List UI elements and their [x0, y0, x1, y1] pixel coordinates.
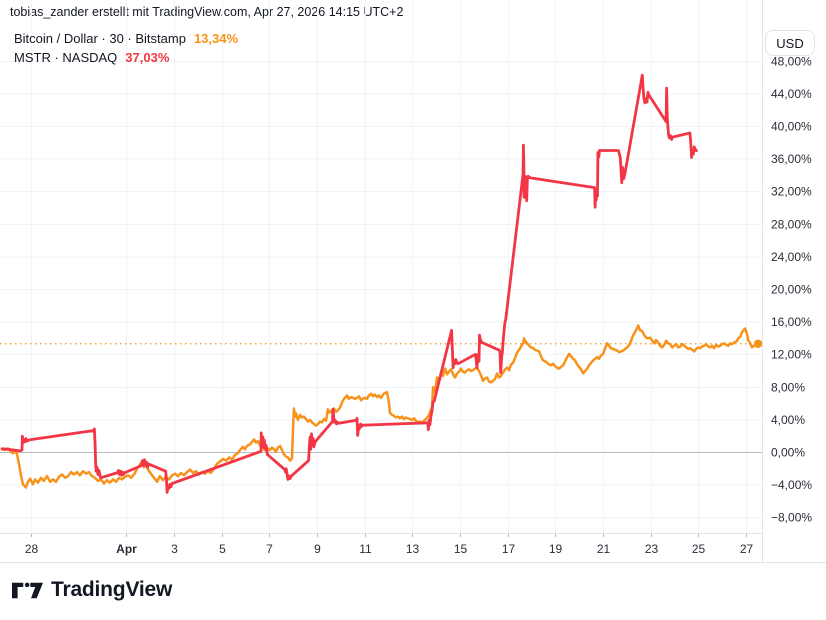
- x-axis-label: 17: [502, 542, 516, 556]
- x-axis-label: Apr: [116, 542, 137, 556]
- y-axis-label: −4,00%: [771, 478, 812, 492]
- x-axis-label: 25: [692, 542, 706, 556]
- x-axis-label: 11: [359, 542, 372, 556]
- mstr-series-line: [0, 73, 698, 494]
- x-axis-label: 7: [266, 542, 273, 556]
- x-axis-label: 27: [740, 542, 754, 556]
- legend-label-bitcoin: Bitcoin / Dollar · 30 · Bitstamp: [14, 31, 186, 46]
- y-axis-label: 32,00%: [771, 185, 812, 199]
- bitcoin-series-line: [0, 324, 760, 489]
- x-axis-label: 21: [597, 542, 611, 556]
- attribution-text: tobias_zander erstellt mit TradingView.c…: [10, 5, 404, 19]
- legend-label-mstr: MSTR · NASDAQ: [14, 50, 118, 65]
- x-axis-label: 13: [406, 542, 420, 556]
- y-axis-label: 16,00%: [771, 315, 812, 329]
- currency-toggle-button[interactable]: USD: [765, 30, 815, 56]
- tradingview-logo-icon: [12, 582, 43, 598]
- y-axis-label: 28,00%: [771, 217, 812, 231]
- y-axis-label: 48,00%: [771, 54, 812, 68]
- x-axis-label: 19: [549, 542, 563, 556]
- tradingview-logo-text: TradingView: [51, 578, 173, 601]
- y-axis-label: 44,00%: [771, 87, 812, 101]
- legend-change-mstr: 37,03%: [125, 50, 170, 65]
- legend-row-mstr[interactable]: MSTR · NASDAQ 37,03%: [14, 50, 238, 69]
- x-axis-label: 5: [219, 542, 226, 556]
- y-axis-label: 36,00%: [771, 152, 812, 166]
- y-axis-label: 0,00%: [771, 446, 805, 460]
- last-price-marker: [753, 339, 763, 348]
- y-axis-label: 20,00%: [771, 283, 812, 297]
- x-axis-label: 3: [171, 542, 178, 556]
- x-axis-label: 28: [25, 542, 39, 556]
- y-axis-label: −8,00%: [771, 511, 812, 525]
- price-chart-plot[interactable]: 48,00% 44,00% 40,00% 36,00% 32,00% 28,00% 24,0…: [0, 0, 826, 566]
- y-axis-label: 24,00%: [771, 250, 812, 264]
- x-axis-label: 15: [454, 542, 468, 556]
- y-axis-label: 40,00%: [771, 120, 812, 134]
- x-axis-label: 9: [314, 542, 321, 556]
- tradingview-logo[interactable]: TradingView: [12, 578, 172, 602]
- x-axis-label: 23: [645, 542, 659, 556]
- y-axis-label: 4,00%: [771, 413, 805, 427]
- y-axis-label: 12,00%: [771, 348, 812, 362]
- y-axis-label: 8,00%: [771, 380, 805, 394]
- chart-legend: Bitcoin / Dollar · 30 · Bitstamp 13,34% …: [14, 31, 238, 69]
- legend-change-bitcoin: 13,34%: [193, 31, 239, 46]
- legend-row-bitcoin[interactable]: Bitcoin / Dollar · 30 · Bitstamp 13,34%: [14, 31, 238, 50]
